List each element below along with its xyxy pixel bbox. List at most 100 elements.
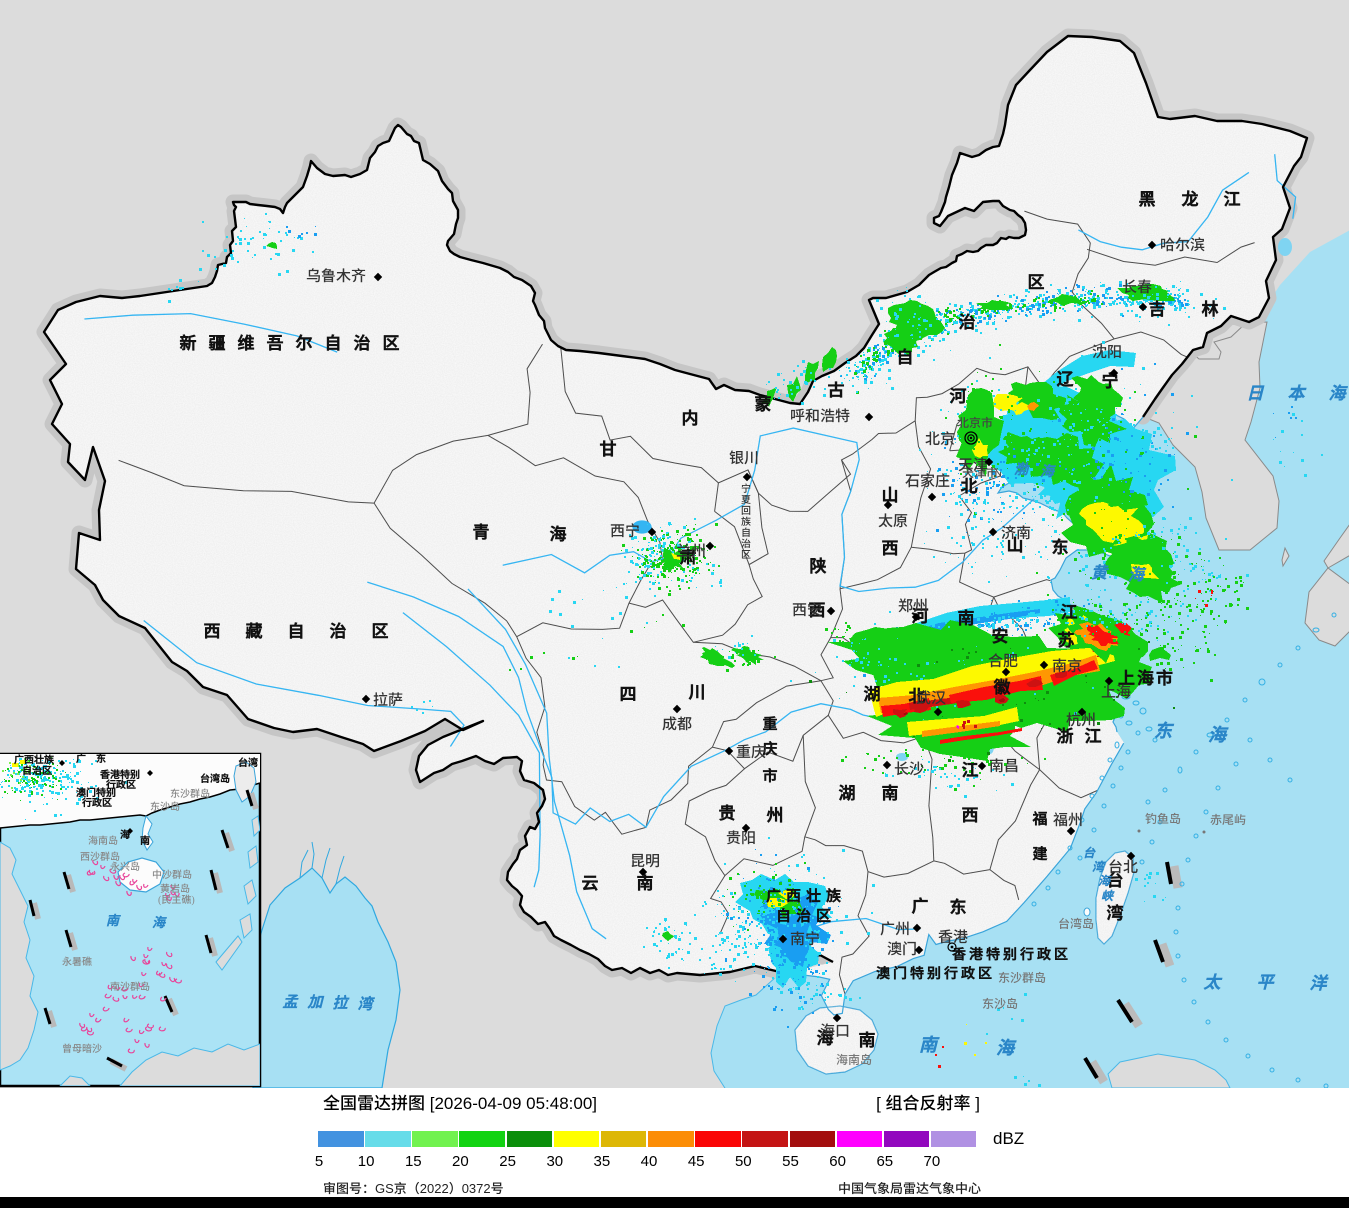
svg-text:苏: 苏 [1058,626,1075,651]
svg-text:广西壮族: 广西壮族 [14,751,55,766]
svg-text:济南: 济南 [1001,522,1031,543]
svg-text:澳门: 澳门 [887,938,917,959]
svg-text:四: 四 [620,680,637,705]
svg-text:东: 东 [1154,717,1175,743]
svg-text:西: 西 [962,801,979,826]
svg-text:海: 海 [996,1034,1017,1060]
svg-text:郑州: 郑州 [898,595,928,616]
svg-text:湾: 湾 [1107,899,1124,924]
svg-text:太原: 太原 [878,510,908,531]
svg-text:林: 林 [1202,295,1220,320]
svg-text:山: 山 [882,481,899,506]
svg-text:浙: 浙 [1057,722,1074,747]
svg-text:台湾岛: 台湾岛 [1058,915,1094,932]
svg-text:市: 市 [762,765,777,786]
svg-text:南昌: 南昌 [989,755,1019,776]
svg-text:杭州: 杭州 [1066,709,1096,730]
svg-text:东: 东 [1052,533,1069,558]
svg-text:庆: 庆 [761,738,778,759]
svg-text:钓鱼岛: 钓鱼岛 [1145,810,1181,827]
svg-text:东沙群岛: 东沙群岛 [170,785,210,800]
svg-text:贵阳: 贵阳 [726,827,756,848]
svg-text:天津市: 天津市 [962,464,998,481]
svg-text:海: 海 [1098,872,1112,889]
svg-text:福: 福 [1031,808,1047,829]
svg-text:辽: 辽 [1057,365,1075,390]
svg-text:宁: 宁 [741,480,751,495]
svg-text:治: 治 [959,308,976,333]
svg-text:南: 南 [958,604,975,629]
svg-text:云: 云 [582,869,599,894]
svg-text:西宁: 西宁 [610,520,640,541]
svg-text:兰州: 兰州 [676,540,706,561]
svg-text:广西壮族: 广西壮族 [766,885,846,906]
svg-text:川: 川 [688,678,706,703]
svg-text:台湾: 台湾 [238,754,258,769]
svg-text:台: 台 [1083,844,1096,861]
svg-text:哈尔滨: 哈尔滨 [1160,234,1205,255]
svg-text:南: 南 [859,1026,876,1051]
svg-text:重: 重 [762,713,777,734]
svg-text:拉萨: 拉萨 [373,689,403,710]
svg-text:区: 区 [383,329,400,354]
svg-text:自治区: 自治区 [776,905,836,926]
svg-text:维: 维 [238,329,255,354]
svg-text:北: 北 [961,472,978,497]
svg-text:银川: 银川 [729,447,759,468]
svg-text:江: 江 [1224,185,1241,210]
svg-text:西: 西 [809,596,826,621]
svg-text:自: 自 [325,329,342,354]
svg-text:自: 自 [741,524,751,539]
svg-text:安: 安 [992,622,1009,647]
svg-text:西安: 西安 [792,599,822,620]
svg-text:南: 南 [637,869,654,894]
svg-text:赤尾屿: 赤尾屿 [1210,811,1246,828]
svg-text:洋: 洋 [1310,969,1330,994]
svg-text:峡: 峡 [1101,887,1115,904]
svg-text:永兴岛: 永兴岛 [110,858,140,873]
svg-text:南宁: 南宁 [790,928,820,949]
svg-text:长春: 长春 [1122,276,1152,297]
svg-text:治: 治 [354,329,371,354]
svg-text:上海市: 上海市 [1118,664,1175,689]
svg-text:重庆: 重庆 [736,741,766,762]
svg-text:西: 西 [204,617,221,642]
svg-text:海: 海 [1329,379,1349,404]
svg-text:昆明: 昆明 [630,850,660,871]
svg-text:海: 海 [817,1024,834,1049]
svg-text:东沙岛: 东沙岛 [982,995,1018,1012]
svg-text:上海: 上海 [1101,681,1131,702]
svg-text:建: 建 [1031,843,1048,864]
svg-text:南: 南 [882,779,899,804]
svg-text:区: 区 [372,617,389,642]
svg-text:海: 海 [120,826,130,841]
svg-text:夏: 夏 [741,491,751,506]
svg-text:香港特别: 香港特别 [99,766,140,781]
svg-text:徽: 徽 [993,673,1012,698]
svg-text:龙: 龙 [1181,185,1199,210]
svg-text:尔: 尔 [295,329,313,354]
svg-text:平: 平 [1257,968,1276,993]
svg-text:海: 海 [1128,561,1147,585]
svg-text:台湾岛: 台湾岛 [200,770,230,785]
svg-text:青: 青 [473,518,490,543]
svg-text:台北: 台北 [1108,856,1138,877]
svg-text:山: 山 [1007,531,1024,556]
svg-text:甘: 甘 [600,435,617,460]
svg-text:自: 自 [288,617,305,642]
svg-text:孟: 孟 [282,991,299,1012]
svg-text:蒙: 蒙 [755,390,772,415]
svg-text:新: 新 [180,329,197,354]
svg-text:香港特别行政区: 香港特别行政区 [951,944,1071,964]
svg-text:曾母暗沙: 曾母暗沙 [62,1040,102,1055]
svg-text:南: 南 [106,910,122,929]
svg-text:海南岛: 海南岛 [88,832,118,847]
svg-text:南: 南 [919,1031,940,1057]
svg-text:贵: 贵 [719,799,736,824]
svg-text:藏: 藏 [246,617,263,642]
svg-text:东沙群岛: 东沙群岛 [998,969,1046,986]
svg-text:中沙群岛: 中沙群岛 [152,866,192,881]
svg-text:南: 南 [140,832,150,847]
svg-text:族: 族 [741,513,751,528]
svg-text:海: 海 [550,520,567,545]
